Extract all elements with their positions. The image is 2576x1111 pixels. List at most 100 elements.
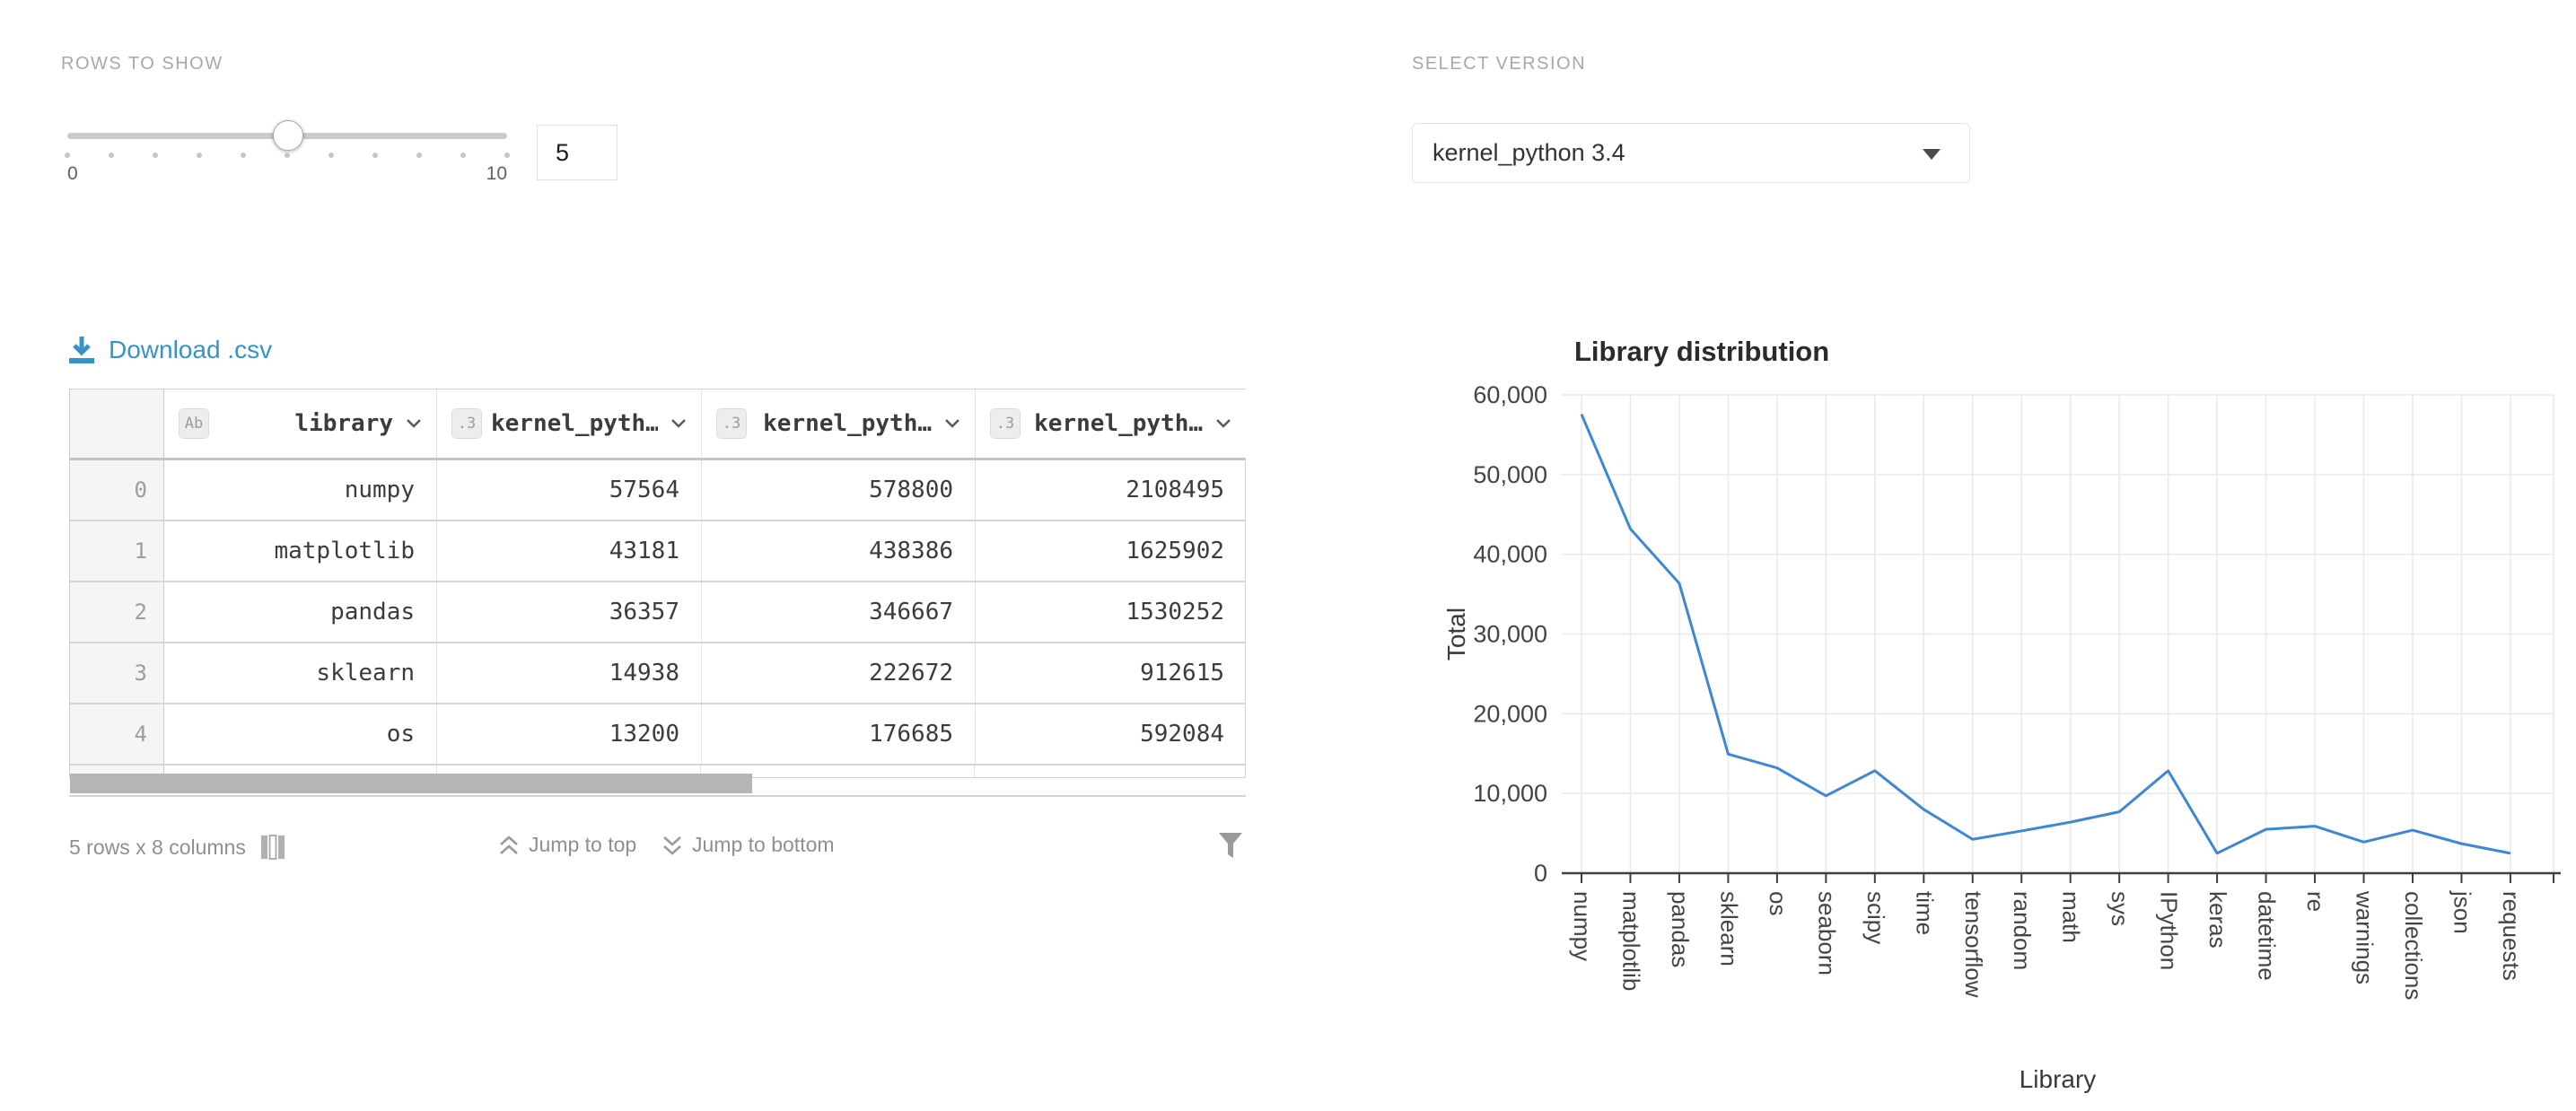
- chart-title: Library distribution: [1574, 336, 1829, 367]
- chevron-down-icon[interactable]: [1215, 418, 1231, 429]
- table-row: 1 matplotlib 43181 438386 1625902: [70, 521, 1245, 582]
- table-row: 2 pandas 36357 346667 1530252: [70, 582, 1245, 643]
- table-cell[interactable]: numpy: [164, 460, 437, 520]
- slider-tick-dot: [285, 153, 290, 158]
- double-chevron-up-icon: [500, 835, 518, 854]
- grid-header-row: Ab library .3 kernel_pyth… .3 kernel_pyt…: [70, 389, 1246, 460]
- version-select-value: kernel_python 3.4: [1433, 139, 1625, 166]
- table-cell[interactable]: 36357: [437, 582, 702, 642]
- x-tick-label: os: [1765, 891, 1792, 915]
- slider-tick-dot: [65, 153, 70, 158]
- table-cell[interactable]: 592084: [1140, 721, 1224, 748]
- x-tick-label: pandas: [1667, 891, 1694, 967]
- grid-body: 0 numpy 57564 578800 2108495 1 matplotlib 43181…: [70, 460, 1245, 765]
- table-cell[interactable]: pandas: [164, 582, 437, 642]
- x-tick-label: matplotlib: [1617, 891, 1644, 991]
- grid-footer: 5 rows x 8 columns Jump to top Jump to b…: [69, 831, 1246, 867]
- column-header-kernel-2[interactable]: .3 kernel_pyth…: [702, 389, 976, 458]
- x-tick-label: tensorflow: [1960, 891, 1987, 998]
- y-tick-label: 40,000: [1473, 541, 1547, 568]
- chevron-down-icon[interactable]: [670, 418, 687, 429]
- x-tick-label: datetime: [2254, 891, 2281, 981]
- slider-handle[interactable]: [273, 120, 303, 151]
- table-cell[interactable]: 13200: [437, 704, 702, 764]
- x-tick-label: time: [1911, 891, 1938, 935]
- y-tick-label: 30,000: [1473, 621, 1547, 648]
- x-tick-label: requests: [2498, 891, 2525, 981]
- table-row: 3 sklearn 14938 222672 912615: [70, 643, 1245, 704]
- number-type-icon: .3: [716, 408, 747, 439]
- x-tick-label: scipy: [1862, 891, 1889, 944]
- scrollbar-thumb[interactable]: [70, 774, 752, 793]
- table-cell[interactable]: 176685: [702, 704, 976, 764]
- rows-to-show-label: ROWS TO SHOW: [61, 54, 223, 74]
- x-tick-label: random: [2009, 891, 2036, 970]
- columns-icon[interactable]: [259, 834, 286, 861]
- table-cell[interactable]: 57564: [437, 460, 702, 520]
- table-cell[interactable]: matplotlib: [164, 521, 437, 581]
- x-tick-label: keras: [2204, 891, 2231, 949]
- x-tick-label: numpy: [1569, 891, 1596, 961]
- chevron-down-icon[interactable]: [406, 418, 422, 429]
- slider-tick-dot: [109, 153, 114, 158]
- library-distribution-chart[interactable]: 0 10,000 20,000 30,000 40,000 50,000 60,000 num…: [1436, 323, 2576, 1111]
- row-index-cell: 2: [70, 582, 164, 642]
- table-cell[interactable]: os: [164, 704, 437, 764]
- table-cell[interactable]: 1625902: [1126, 538, 1224, 564]
- horizontal-scrollbar[interactable]: [69, 774, 1246, 797]
- table-cell[interactable]: 14938: [437, 643, 702, 703]
- download-icon: [69, 337, 94, 363]
- chart-line-series: [1580, 414, 2511, 855]
- x-tick-label: sys: [2107, 891, 2134, 926]
- rows-to-show-input[interactable]: [537, 125, 618, 180]
- chevron-down-icon[interactable]: [944, 418, 960, 429]
- table-cell[interactable]: 2108495: [1126, 477, 1224, 503]
- index-column-header[interactable]: [70, 389, 164, 458]
- download-csv-link[interactable]: Download .csv: [67, 335, 272, 365]
- slider-tick-dot: [460, 153, 466, 158]
- filter-funnel-icon[interactable]: [1217, 831, 1244, 860]
- chart-svg: 0 10,000 20,000 30,000 40,000 50,000 60,000 num…: [1442, 336, 2561, 1093]
- table-cell[interactable]: 346667: [702, 582, 976, 642]
- y-tick-label: 50,000: [1473, 461, 1547, 488]
- row-index-cell: 0: [70, 460, 164, 520]
- jump-to-bottom-button[interactable]: Jump to bottom: [662, 833, 835, 857]
- table-cell[interactable]: 578800: [702, 460, 976, 520]
- slider-tick-dot: [372, 153, 378, 158]
- x-tick-label: re: [2302, 891, 2329, 912]
- table-cell[interactable]: 912615: [1140, 660, 1224, 687]
- y-tick-label: 10,000: [1473, 780, 1547, 807]
- x-tick-label: collections: [2400, 891, 2427, 1000]
- column-header-kernel-3[interactable]: .3 kernel_pyth…: [976, 389, 1246, 458]
- number-type-icon: .3: [451, 408, 482, 439]
- table-cell[interactable]: 222672: [702, 643, 976, 703]
- x-tick-label: warnings: [2352, 890, 2379, 984]
- slider-max-label: 10: [486, 163, 507, 184]
- x-axis-title: Library: [2020, 1065, 2097, 1093]
- table-cell[interactable]: 438386: [702, 521, 976, 581]
- version-select[interactable]: kernel_python 3.4: [1412, 123, 1970, 183]
- column-header-kernel-1[interactable]: .3 kernel_pyth…: [437, 389, 702, 458]
- table-cell[interactable]: sklearn: [164, 643, 437, 703]
- slider-tick-dot: [329, 153, 334, 158]
- slider-tick-dot: [153, 153, 158, 158]
- x-tick-label: sklearn: [1715, 891, 1742, 967]
- select-version-label: SELECT VERSION: [1412, 54, 1587, 74]
- slider-tick-dot: [504, 153, 510, 158]
- x-tick-label: seaborn: [1813, 891, 1840, 975]
- column-header-library[interactable]: Ab library: [164, 389, 437, 458]
- row-index-cell: 4: [70, 704, 164, 764]
- number-type-icon: .3: [990, 408, 1021, 439]
- text-type-icon: Ab: [179, 408, 209, 439]
- jump-to-top-button[interactable]: Jump to top: [498, 833, 636, 857]
- chevron-down-icon: [1923, 149, 1941, 160]
- rows-to-show-slider[interactable]: 0 10: [65, 117, 510, 188]
- table-cell[interactable]: 43181: [437, 521, 702, 581]
- x-tick-label: IPython: [2156, 891, 2183, 970]
- table-row: 4 os 13200 176685 592084: [70, 704, 1245, 765]
- table-cell[interactable]: 1530252: [1126, 599, 1224, 625]
- row-index-cell: 3: [70, 643, 164, 703]
- double-chevron-down-icon: [663, 835, 681, 855]
- slider-tick-dot: [241, 153, 246, 158]
